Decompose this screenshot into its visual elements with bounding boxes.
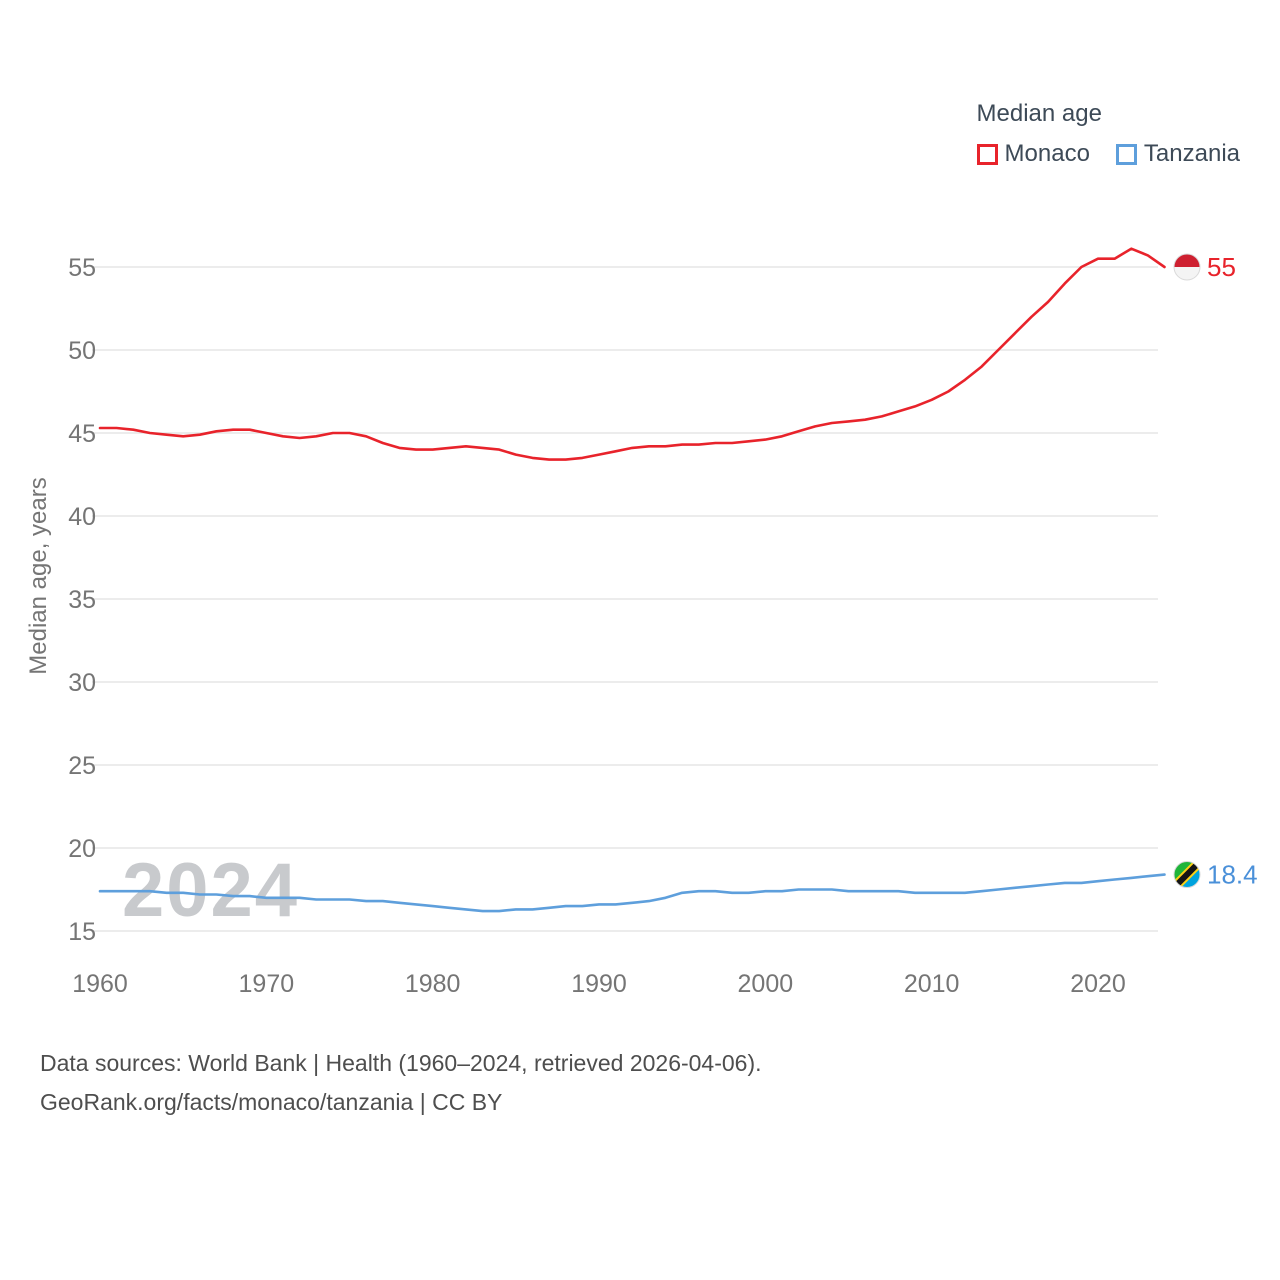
legend-label-monaco: Monaco xyxy=(1004,140,1090,167)
y-tick-label: 30 xyxy=(68,669,96,697)
tanzania-swatch-icon xyxy=(1115,143,1137,165)
y-tick-label: 35 xyxy=(68,586,96,614)
y-axis-title: Median age, years xyxy=(25,477,52,674)
monaco-line xyxy=(98,247,1166,461)
footer: Data sources: World Bank | Health (1960–… xyxy=(40,1044,762,1122)
y-tick-label: 45 xyxy=(68,420,96,448)
attribution-text: GeoRank.org/facts/monaco/tanzania | CC B… xyxy=(40,1089,503,1115)
data-sources-text: Data sources: World Bank | Health (1960–… xyxy=(40,1050,762,1076)
y-tick-label: 15 xyxy=(68,918,96,946)
end-markers: 55 18.4 xyxy=(1173,252,1258,890)
y-tick-label: 25 xyxy=(68,752,96,780)
gridlines xyxy=(92,266,1158,932)
x-tick-label: 1990 xyxy=(571,970,627,998)
x-tick-label: 2020 xyxy=(1070,970,1126,998)
tanzania-flag-icon xyxy=(1173,861,1201,889)
x-tick-label: 2010 xyxy=(904,970,960,998)
legend-title: Median age xyxy=(976,100,1102,127)
legend-label-tanzania: Tanzania xyxy=(1143,140,1240,167)
y-axis-tick-labels: 15 20 25 30 35 40 45 50 55 xyxy=(68,254,96,946)
y-tick-label: 20 xyxy=(68,835,96,863)
legend: Median age Monaco Tanzania xyxy=(976,100,1240,168)
monaco-value-label: 55 xyxy=(1207,252,1236,282)
x-tick-label: 1970 xyxy=(239,970,295,998)
legend-items: Monaco Tanzania xyxy=(976,140,1240,168)
x-tick-label: 1960 xyxy=(72,970,128,998)
y-tick-label: 40 xyxy=(68,503,96,531)
tanzania-line xyxy=(98,873,1166,913)
monaco-flag-icon xyxy=(1173,253,1201,281)
y-tick-label: 50 xyxy=(68,337,96,365)
x-tick-label: 2000 xyxy=(738,970,794,998)
series-lines xyxy=(98,247,1166,913)
legend-item-monaco[interactable]: Monaco xyxy=(976,140,1090,168)
y-tick-label: 55 xyxy=(68,254,96,282)
legend-item-tanzania[interactable]: Tanzania xyxy=(1115,140,1240,168)
tanzania-value-label: 18.4 xyxy=(1207,860,1258,890)
monaco-swatch-icon xyxy=(976,143,998,165)
x-tick-label: 1980 xyxy=(405,970,461,998)
x-axis-tick-labels: 1960 1970 1980 1990 2000 2010 2020 xyxy=(72,970,1126,998)
